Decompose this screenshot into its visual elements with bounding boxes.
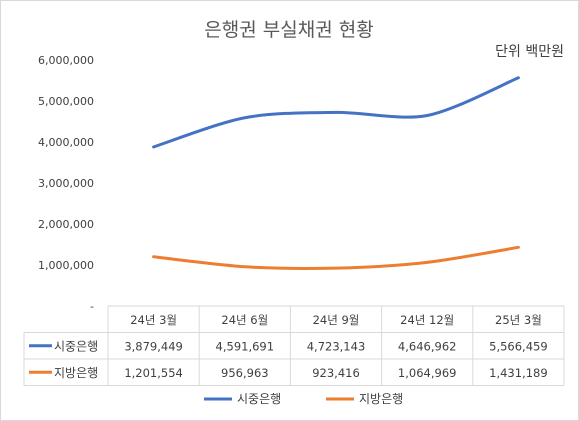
unit-label: 단위 백만원 <box>495 44 564 60</box>
series-lines <box>152 76 520 270</box>
data-table-values: 3,879,449 4,591,691 4,723,143 4,646,962 5,56… <box>124 340 547 381</box>
data-table-grid <box>23 305 565 386</box>
category-label: 25년 3월 <box>495 313 542 327</box>
series-row-label: 지방은행 <box>54 365 98 380</box>
y-tick-label: 2,000,000 <box>38 218 94 231</box>
category-label: 24년 9월 <box>313 313 360 327</box>
legend-label: 지방은행 <box>359 391 403 406</box>
legend: 시중은행 지방은행 <box>204 391 403 406</box>
category-label: 24년 6월 <box>221 313 268 327</box>
y-tick-label: 1,000,000 <box>38 259 94 272</box>
y-tick-label: 4,000,000 <box>38 136 94 149</box>
y-tick-label: 6,000,000 <box>38 54 94 67</box>
table-value: 4,723,143 <box>307 340 366 354</box>
table-value: 4,646,962 <box>398 340 457 354</box>
table-value: 1,431,189 <box>489 366 548 380</box>
series-row-label: 시중은행 <box>54 339 98 354</box>
table-value: 956,963 <box>221 366 269 380</box>
category-label: 24년 12월 <box>400 313 454 327</box>
y-tick-label: - <box>90 300 94 313</box>
x-axis-categories: 24년 3월 24년 6월 24년 9월 24년 12월 25년 3월 <box>130 313 542 327</box>
y-tick-label: 3,000,000 <box>38 177 94 190</box>
table-value: 923,416 <box>312 366 360 380</box>
table-value: 3,879,449 <box>124 340 183 354</box>
chart-title: 은행권 부실채권 현황 <box>204 19 373 41</box>
category-label: 24년 3월 <box>130 313 177 327</box>
y-axis-ticks: 6,000,000 5,000,000 4,000,000 3,000,000 2,00… <box>38 54 94 313</box>
table-value: 4,591,691 <box>216 340 275 354</box>
table-value: 1,064,969 <box>398 366 457 380</box>
legend-label: 시중은행 <box>237 391 281 406</box>
y-tick-label: 5,000,000 <box>38 95 94 108</box>
table-value: 5,566,459 <box>489 340 548 354</box>
table-value: 1,201,554 <box>124 366 183 380</box>
